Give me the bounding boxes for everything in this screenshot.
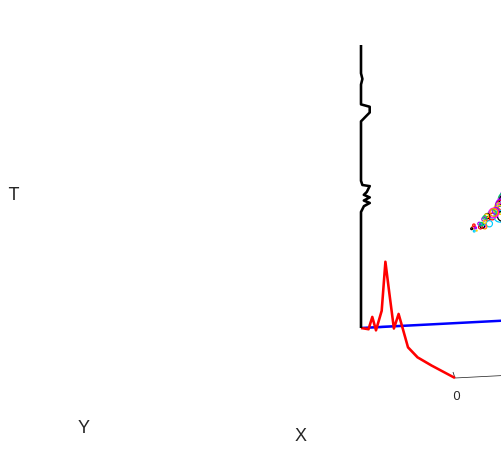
scatter-point xyxy=(482,215,488,220)
scatter-point xyxy=(482,219,487,224)
scatter-cloud xyxy=(470,192,501,233)
x-axis-line xyxy=(454,375,501,379)
series-line-black xyxy=(359,45,371,328)
x-tick-label: 0 xyxy=(453,388,460,403)
scatter-point xyxy=(472,229,476,233)
scatter-point xyxy=(478,221,484,227)
series-lines xyxy=(359,45,501,380)
scatter-point xyxy=(491,206,500,215)
axes-group xyxy=(452,371,501,379)
scatter-point xyxy=(494,204,501,215)
scatter-point xyxy=(495,198,501,212)
scatter-point xyxy=(497,202,501,211)
scatter-point xyxy=(470,227,474,231)
y-axis-label: Y xyxy=(78,417,90,437)
scatter-point xyxy=(489,207,499,217)
tick-labels: 00.20.40.60.8100.51-1-0.8-0.6-0.4-0.20 xyxy=(453,388,460,403)
scatter-point xyxy=(472,223,476,228)
series-line-red xyxy=(360,260,456,380)
scatter-point xyxy=(485,220,494,228)
x-axis-label: X xyxy=(295,425,307,445)
t-axis-label: T xyxy=(9,184,20,204)
scatter-point xyxy=(475,229,478,232)
scatter-point xyxy=(474,226,478,230)
